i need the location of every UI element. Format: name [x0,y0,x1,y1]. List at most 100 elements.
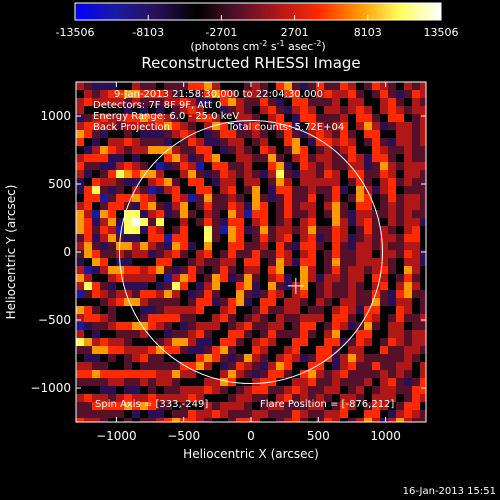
heatmap-cell [124,290,133,299]
heatmap-cell [412,90,421,99]
heatmap-cell [196,314,205,323]
heatmap-cell [204,362,213,371]
heatmap-cell [396,370,405,379]
heatmap-cell [228,146,237,155]
heatmap-cell [148,258,157,267]
heatmap-cell [388,354,397,363]
heatmap-cell [380,178,389,187]
heatmap-cell [388,266,397,275]
heatmap-cell [284,82,293,91]
heatmap-cell [196,346,205,355]
heatmap-cell [172,370,181,379]
heatmap-cell [140,282,149,291]
heatmap-cell [252,210,261,219]
heatmap-cell [340,258,349,267]
heatmap-cell [396,234,405,243]
heatmap-cell [340,402,349,411]
heatmap-cell [196,114,205,123]
heatmap-cell [300,330,309,339]
heatmap-cell [372,202,381,211]
heatmap-cell [412,146,421,155]
heatmap-cell [412,154,421,163]
heatmap-cell [308,394,317,403]
heatmap-cell [300,378,309,387]
heatmap-cell [308,258,317,267]
heatmap-cell [332,234,341,243]
heatmap-cell [324,226,333,235]
heatmap-cell [324,170,333,179]
heatmap-cell [252,202,261,211]
heatmap-cell [324,202,333,211]
heatmap-cell [380,226,389,235]
heatmap-cell [188,402,197,411]
heatmap-cell [260,418,269,422]
heatmap-cell [172,98,181,107]
heatmap-cell [220,258,229,267]
heatmap-cell [156,138,165,147]
heatmap-cell [244,274,253,283]
heatmap-cell [140,138,149,147]
heatmap-cell [132,194,141,203]
heatmap-cell [348,114,357,123]
heatmap-cell [228,98,237,107]
heatmap-cell [404,210,413,219]
heatmap-cell [252,242,261,251]
heatmap-cell [396,146,405,155]
heatmap-cell [164,218,173,227]
heatmap-cell [100,202,109,211]
heatmap-cell [180,386,189,395]
heatmap-cell [268,298,277,307]
heatmap-cell [364,362,373,371]
heatmap-cell [204,418,213,422]
heatmap-cell [196,370,205,379]
heatmap-cell [356,306,365,315]
heatmap-cell [116,402,125,411]
heatmap-cell [180,106,189,115]
heatmap-cell [180,210,189,219]
heatmap-cell [132,202,141,211]
heatmap-cell [316,210,325,219]
heatmap-cell [188,242,197,251]
heatmap-cell [140,338,149,347]
heatmap-cell [356,282,365,291]
heatmap-cell [292,202,301,211]
heatmap-cell [260,250,269,259]
heatmap-cell [396,346,405,355]
heatmap-cell [396,250,405,259]
heatmap-cell [268,98,277,107]
heatmap-cell [348,394,357,403]
heatmap-cell [252,378,261,387]
heatmap-cell [84,322,93,331]
heatmap-cell [356,410,365,419]
heatmap-cell [308,418,317,422]
heatmap-cell [420,106,426,115]
heatmap-cell [324,370,333,379]
heatmap-cell [76,122,85,131]
heatmap-cell [84,338,93,347]
heatmap-cell [124,178,133,187]
heatmap-cell [116,306,125,315]
heatmap-cell [164,234,173,243]
heatmap-cell [292,82,301,91]
heatmap-cell [396,90,405,99]
heatmap-cell [380,114,389,123]
heatmap-cell [84,106,93,115]
heatmap-cell [196,250,205,259]
heatmap-cell [308,410,317,419]
heatmap-cell [364,394,373,403]
heatmap-cell [180,130,189,139]
heatmap-cell [244,346,253,355]
heatmap-cell [84,90,93,99]
heatmap-cell [92,330,101,339]
heatmap-cell [108,362,117,371]
heatmap-cell [300,394,309,403]
heatmap-cell [268,258,277,267]
heatmap-cell [404,418,413,422]
heatmap-cell [84,122,93,131]
heatmap-cell [348,378,357,387]
heatmap-cell [412,330,421,339]
heatmap-cell [204,226,213,235]
heatmap-cell [100,242,109,251]
heatmap-cell [124,266,133,275]
heatmap-cell [396,130,405,139]
